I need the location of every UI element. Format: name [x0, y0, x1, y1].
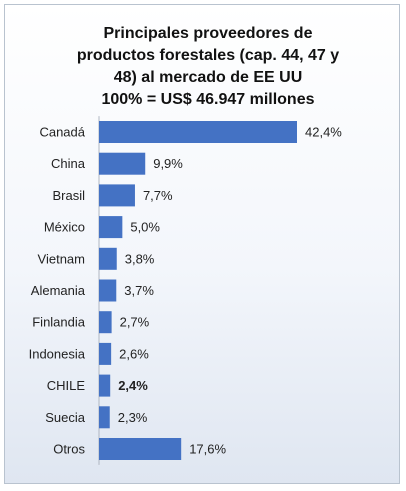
- category-label-vietnam: Vietnam: [38, 251, 85, 266]
- category-label-brasil: Brasil: [52, 188, 85, 203]
- title-line-2: productos forestales (cap. 44, 47 y: [76, 47, 340, 64]
- category-label-chile: CHILE: [47, 378, 86, 393]
- category-label-indonesia: Indonesia: [29, 346, 86, 361]
- category-label-mexico: México: [44, 220, 85, 235]
- value-label-china: 9,9%: [153, 156, 183, 171]
- bar-finlandia: [99, 311, 112, 334]
- category-label-alemania: Alemania: [31, 283, 86, 298]
- bar-canada: [99, 121, 297, 143]
- category-label-finlandia: Finlandia: [32, 315, 86, 330]
- category-label-otros: Otros: [53, 442, 85, 457]
- bar-suecia: [99, 406, 110, 429]
- value-label-indonesia: 2,6%: [119, 346, 149, 361]
- bar-mexico: [99, 216, 123, 239]
- bar-indonesia: [99, 342, 112, 365]
- category-label-canada: Canadá: [39, 125, 85, 140]
- chart-frame: Principales proveedores de productos for…: [4, 4, 400, 484]
- bar-vietnam: [99, 247, 117, 270]
- bar-alemania: [99, 279, 117, 302]
- category-label-suecia: Suecia: [45, 410, 86, 425]
- title-line-3: 48) al mercado de EE UU: [113, 69, 303, 86]
- value-label-suecia: 2,3%: [118, 410, 148, 425]
- value-label-brasil: 7,7%: [143, 188, 173, 203]
- value-label-otros: 17,6%: [189, 442, 226, 457]
- value-label-mexico: 5,0%: [130, 220, 160, 235]
- value-label-finlandia: 2,7%: [120, 315, 150, 330]
- bar-brasil: [99, 184, 135, 207]
- title-line-1: Principales proveedores de: [103, 25, 313, 42]
- bar-chile: [99, 374, 111, 397]
- chart-title: Principales proveedores de productos for…: [15, 23, 401, 111]
- title-line-4: 100% = US$ 46.947 millones: [101, 91, 315, 108]
- value-label-vietnam: 3,8%: [125, 251, 155, 266]
- bar-china: [99, 152, 146, 175]
- category-label-china: China: [51, 156, 86, 171]
- value-label-canada: 42,4%: [305, 125, 342, 140]
- value-label-alemania: 3,7%: [124, 283, 154, 298]
- bar-otros: [99, 438, 182, 460]
- value-label-chile: 2,4%: [118, 378, 148, 393]
